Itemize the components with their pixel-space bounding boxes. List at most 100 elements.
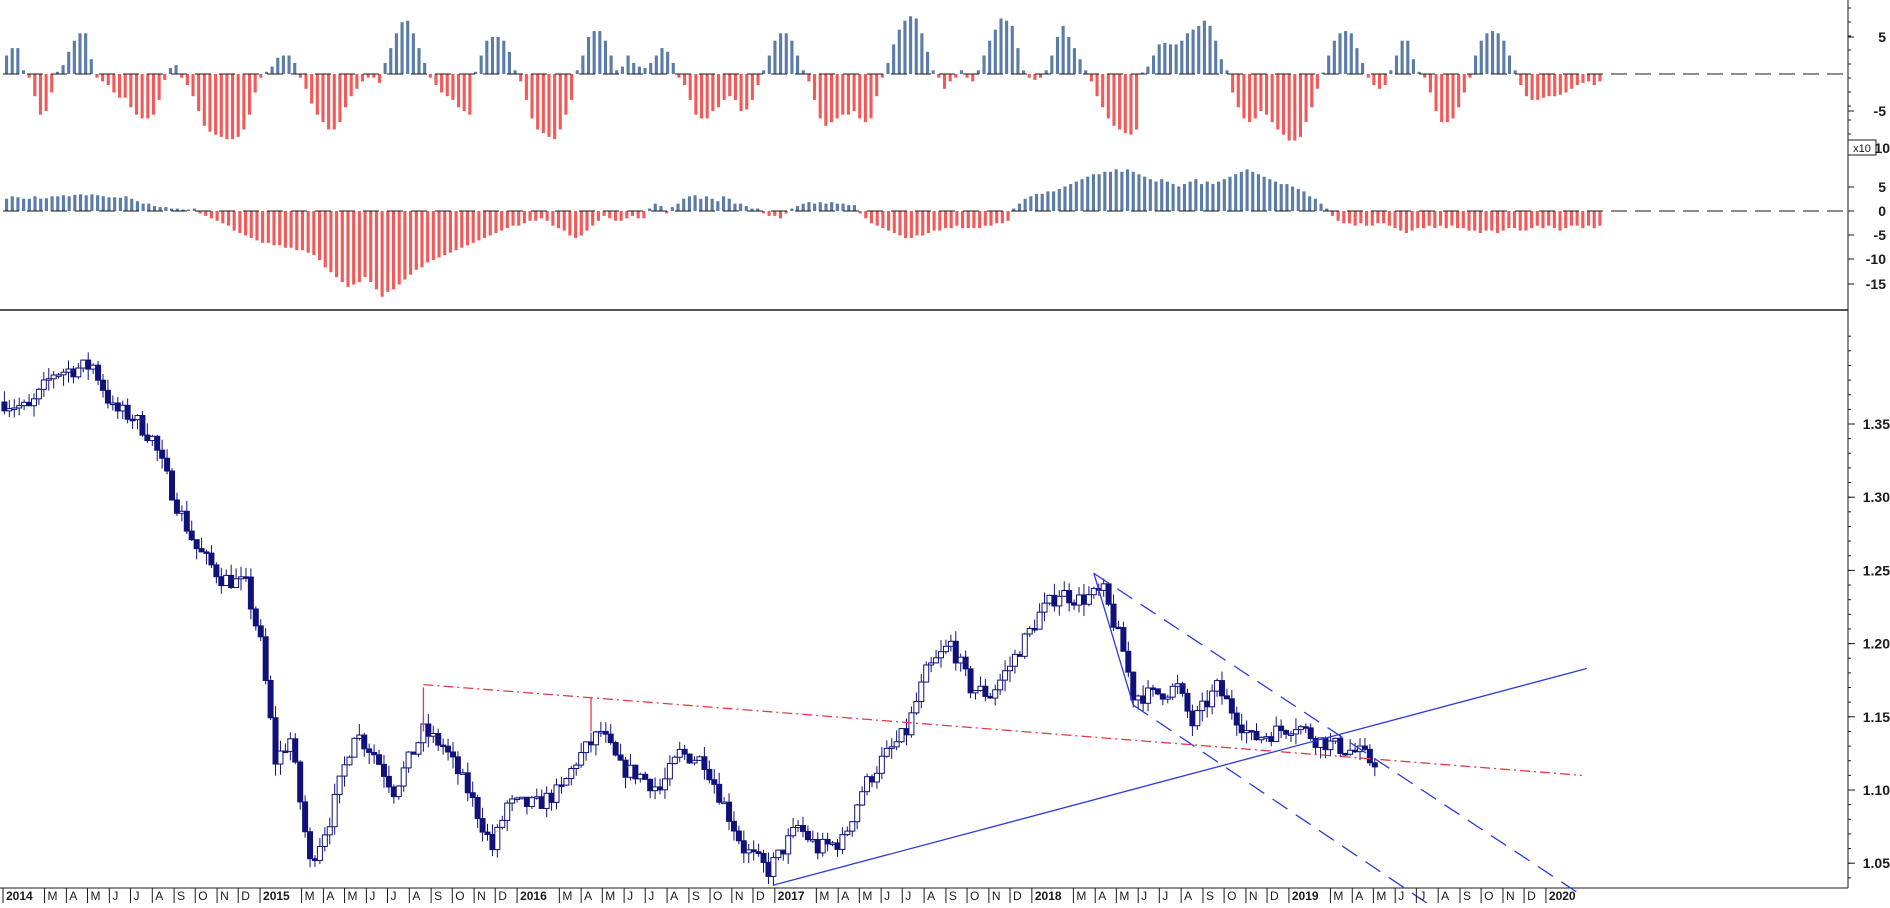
histogram-bar: [976, 70, 980, 74]
histogram-bar: [1325, 208, 1329, 211]
histogram-bar: [1298, 74, 1302, 137]
x-tick-label: S: [692, 889, 700, 903]
histogram-bar: [312, 211, 316, 256]
candle-body: [85, 359, 92, 370]
candle-body: [568, 767, 575, 780]
x-tick-label: M: [348, 889, 358, 903]
x-tick-label: D: [1013, 889, 1022, 903]
histogram-bar: [613, 211, 617, 221]
histogram-bar: [1496, 33, 1500, 74]
histogram-bar: [1383, 74, 1387, 86]
histogram-bar: [164, 207, 168, 211]
candle-body: [928, 662, 935, 666]
histogram-bar: [163, 74, 167, 80]
x-tick-label: A: [155, 889, 163, 903]
candle-body: [16, 405, 23, 409]
candle-body: [691, 759, 698, 764]
histogram-bar: [733, 74, 737, 100]
histogram-bar: [801, 70, 805, 74]
histogram-bar: [360, 74, 365, 82]
x-tick-label: J: [627, 889, 633, 903]
histogram-bar: [1461, 211, 1465, 229]
histogram-bar: [502, 40, 506, 74]
histogram-bar: [1151, 55, 1156, 74]
candle-body: [873, 772, 880, 783]
candle-body: [1248, 730, 1255, 733]
histogram-bar: [745, 74, 749, 110]
histogram-bar: [1165, 181, 1169, 211]
histogram-bar: [677, 74, 681, 78]
candle-body: [755, 851, 762, 854]
candle-body: [652, 786, 659, 792]
histogram-bar: [426, 211, 430, 263]
candle-body: [233, 578, 240, 588]
histogram-bar: [773, 211, 777, 216]
candle-body: [864, 776, 871, 793]
histogram-bar: [465, 211, 470, 246]
histogram-bar: [938, 211, 942, 231]
histogram-bar: [414, 211, 418, 270]
histogram-bar: [1012, 208, 1016, 211]
histogram-bar: [231, 74, 235, 140]
histogram-bar: [462, 74, 466, 111]
histogram-bar: [965, 74, 969, 78]
histogram-bar: [226, 211, 231, 226]
candle-body: [1352, 749, 1359, 753]
histogram-bar: [1417, 71, 1421, 74]
histogram-bar: [1016, 48, 1020, 74]
histogram-bar: [1279, 184, 1283, 211]
candle-body: [302, 801, 309, 833]
lower-oscillator-panel: 5 0 -5 -10 -15: [3, 169, 1886, 297]
histogram-bar: [1349, 33, 1353, 74]
histogram-bar: [1057, 188, 1061, 211]
histogram-bar: [411, 33, 415, 74]
candle-body: [178, 510, 185, 514]
candle-body: [1066, 590, 1073, 604]
histogram-bar: [1214, 40, 1218, 74]
histogram-bar: [960, 211, 965, 229]
histogram-bar: [909, 16, 913, 75]
histogram-bar: [966, 211, 970, 229]
histogram-bar: [1592, 211, 1596, 229]
histogram-bar: [101, 196, 105, 211]
histogram-bar: [887, 211, 891, 231]
histogram-bar: [937, 74, 941, 78]
histogram-bar: [485, 40, 489, 74]
histogram-bar: [1361, 62, 1365, 74]
histogram-bar: [372, 74, 376, 78]
candle-body: [1337, 737, 1344, 754]
histogram-bar: [1259, 74, 1263, 111]
y-tick-label: 1.05: [1863, 855, 1890, 871]
candle-body: [868, 776, 875, 783]
histogram-bar: [198, 211, 202, 214]
y-tick-label: -15: [1866, 276, 1886, 292]
candle-body: [898, 728, 905, 743]
histogram-bar: [1264, 74, 1269, 115]
candle-body: [65, 368, 72, 373]
histogram-bar: [710, 198, 714, 211]
histogram-bar: [744, 206, 748, 211]
candle-body: [198, 548, 205, 553]
x-tick-label: J: [1419, 889, 1425, 903]
histogram-bar: [261, 211, 265, 243]
candle-body: [208, 552, 215, 566]
candle-body: [494, 826, 501, 851]
histogram-bar: [925, 51, 930, 74]
histogram-bar: [400, 22, 404, 74]
histogram-bar: [1188, 181, 1192, 211]
histogram-bar: [151, 74, 156, 115]
x-tick-label: M: [862, 889, 872, 903]
histogram-bar: [716, 201, 720, 211]
candle-body: [878, 755, 885, 774]
candle-body: [543, 792, 550, 809]
candle-body: [134, 415, 141, 421]
candle-body: [1002, 670, 1009, 681]
histogram-bar: [1242, 74, 1246, 119]
x-tick-label: M: [1119, 889, 1129, 903]
candle-body: [287, 738, 294, 752]
histogram-bar: [1553, 74, 1557, 97]
trendline: [1132, 704, 1436, 908]
histogram-bar: [84, 195, 88, 211]
histogram-bar: [558, 74, 562, 130]
